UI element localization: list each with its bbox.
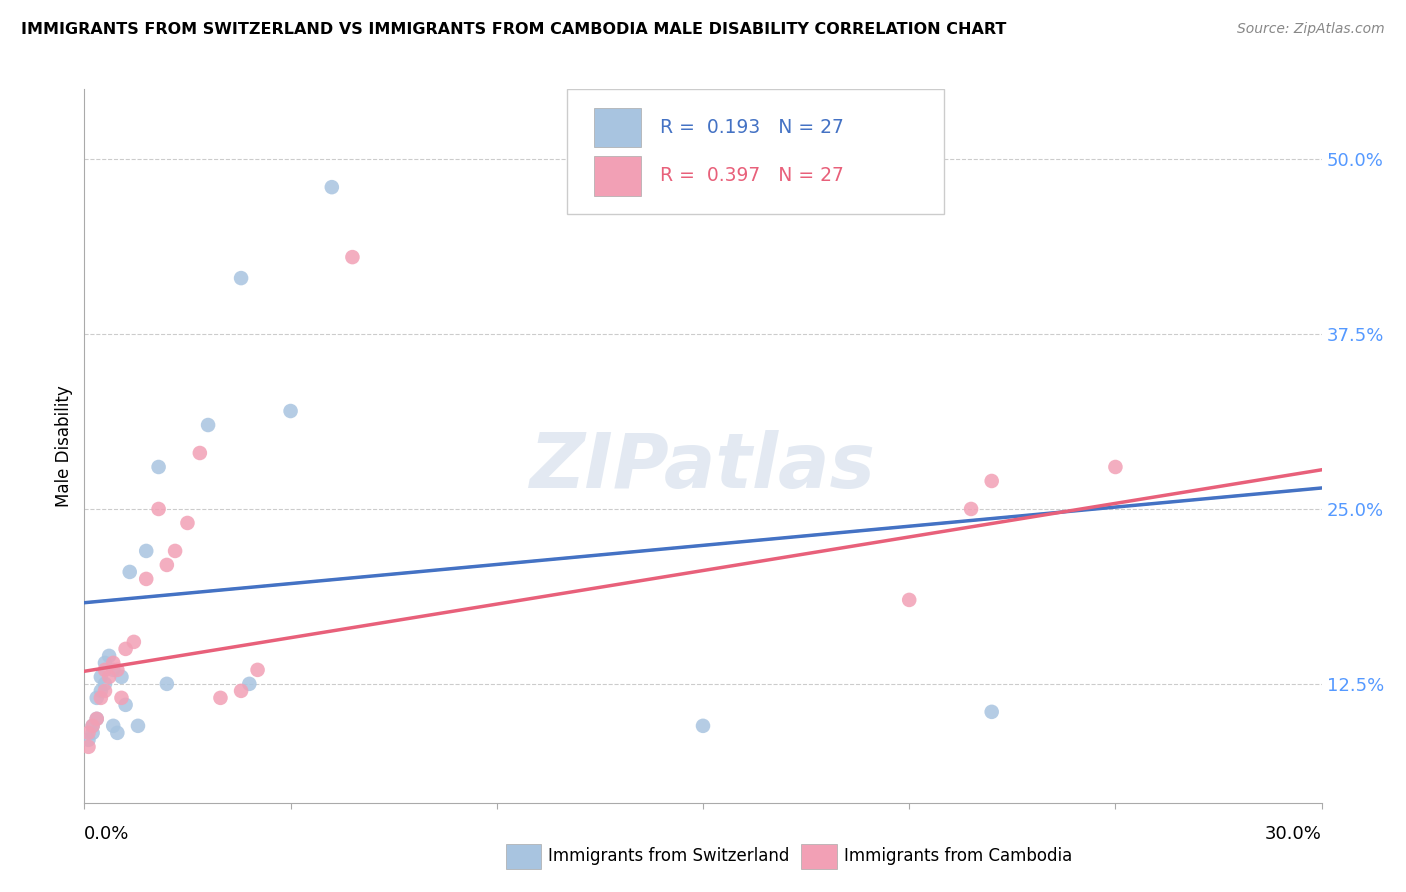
Point [103, 656, 125, 670]
Point [82, 719, 104, 733]
Point [229, 684, 252, 698]
Point [246, 663, 269, 677]
Point [156, 677, 179, 691]
Point [98, 648, 121, 663]
Text: 30.0%: 30.0% [1265, 825, 1322, 843]
Point [122, 635, 145, 649]
Point [156, 558, 179, 572]
Point [280, 404, 302, 418]
Point [209, 690, 232, 705]
Bar [595, 108, 641, 147]
Point [148, 502, 170, 516]
Y-axis label: Male Disability: Male Disability [55, 385, 73, 507]
Point [94, 656, 117, 670]
Point [86, 712, 108, 726]
Text: ZIPatlas: ZIPatlas [530, 431, 876, 504]
Point [86, 712, 108, 726]
Bar [595, 156, 641, 195]
Point [90, 670, 112, 684]
Point [77, 739, 100, 754]
Point [960, 502, 983, 516]
Point [321, 180, 343, 194]
Point [82, 719, 104, 733]
Point [94, 663, 117, 677]
Point [127, 719, 149, 733]
Point [148, 460, 170, 475]
Point [118, 565, 141, 579]
Point [898, 593, 921, 607]
Point [105, 663, 128, 677]
Point [103, 663, 125, 677]
Point [105, 726, 128, 740]
Text: 0.0%: 0.0% [84, 825, 129, 843]
Point [135, 544, 157, 558]
Point [86, 690, 108, 705]
Point [82, 726, 104, 740]
Point [94, 684, 117, 698]
Point [980, 474, 1002, 488]
Point [110, 670, 132, 684]
Point [1104, 460, 1126, 475]
Text: R =  0.397   N = 27: R = 0.397 N = 27 [659, 167, 844, 186]
Point [94, 677, 117, 691]
Text: Immigrants from Switzerland: Immigrants from Switzerland [548, 847, 790, 865]
Point [77, 732, 100, 747]
Point [238, 677, 260, 691]
Point [176, 516, 198, 530]
Point [114, 641, 136, 656]
Point [90, 690, 112, 705]
Point [188, 446, 211, 460]
Point [110, 690, 132, 705]
Point [229, 271, 252, 285]
Point [692, 719, 714, 733]
Text: R =  0.193   N = 27: R = 0.193 N = 27 [659, 118, 844, 136]
Text: Source: ZipAtlas.com: Source: ZipAtlas.com [1237, 22, 1385, 37]
Point [98, 670, 121, 684]
Point [135, 572, 157, 586]
Point [90, 684, 112, 698]
Point [197, 417, 219, 432]
Text: IMMIGRANTS FROM SWITZERLAND VS IMMIGRANTS FROM CAMBODIA MALE DISABILITY CORRELAT: IMMIGRANTS FROM SWITZERLAND VS IMMIGRANT… [21, 22, 1007, 37]
FancyBboxPatch shape [567, 89, 945, 214]
Point [342, 250, 364, 264]
Point [980, 705, 1002, 719]
Point [165, 544, 187, 558]
Text: Immigrants from Cambodia: Immigrants from Cambodia [844, 847, 1071, 865]
Point [77, 726, 100, 740]
Point [114, 698, 136, 712]
Point [103, 719, 125, 733]
